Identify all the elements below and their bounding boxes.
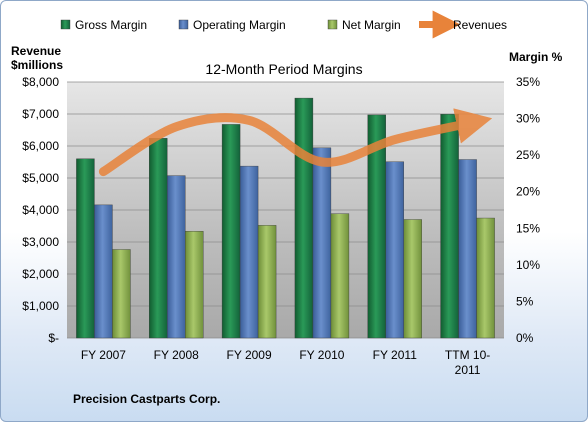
legend-swatch [327, 19, 338, 30]
left-axis-title-line2: $millions [11, 58, 63, 72]
left-tick-label: $7,000 [22, 107, 59, 121]
right-tick-label: 20% [516, 185, 540, 199]
bar-net-margin [257, 225, 277, 339]
bar-gross-margin [440, 113, 459, 339]
revenue-line [98, 108, 493, 177]
left-tick-label: $1,000 [22, 299, 59, 313]
right-tick-label: 15% [516, 221, 540, 235]
bar-gross-margin [76, 158, 95, 339]
legend: Gross Margin Operating Margin Net Margin Re… [60, 10, 507, 39]
x-tick-label: FY 2010 [299, 348, 344, 362]
left-axis-title-line1: Revenue [11, 44, 61, 58]
right-axis-ticks: 0% 5% 10% 15% 20% 25% 30% 35% [516, 75, 540, 345]
bar-net-margin [185, 231, 204, 339]
right-axis-title: Margin % [509, 50, 563, 64]
bar-net-margin [112, 249, 131, 339]
right-tick-label: 10% [516, 258, 540, 272]
x-tick-label: 2011 [455, 363, 481, 377]
right-tick-label: 5% [516, 294, 534, 308]
bar-gross-margin [294, 97, 314, 339]
legend-label: Net Margin [342, 18, 401, 32]
left-tick-label: $6,000 [22, 139, 59, 153]
legend-label: Operating Margin [193, 18, 286, 32]
left-tick-label: $3,000 [22, 235, 59, 249]
right-tick-label: 25% [516, 148, 540, 162]
bar-net-margin [330, 213, 350, 339]
bar-operating-margin [239, 165, 259, 339]
left-axis-ticks: $- $1,000 $2,000 $3,000 $4,000 $5,000 $6,000 $7… [22, 75, 59, 345]
x-tick-label: TTM 10- [445, 348, 490, 362]
legend-label: Revenues [453, 18, 507, 32]
legend-swatch [178, 19, 189, 30]
bar-operating-margin [94, 204, 113, 339]
bar-net-margin [403, 219, 422, 339]
left-tick-label: $2,000 [22, 267, 59, 281]
gridlines [67, 81, 504, 339]
x-tick-label: FY 2007 [81, 348, 126, 362]
right-tick-label: 30% [516, 112, 540, 126]
chart-title: 12-Month Period Margins [205, 61, 362, 77]
right-tick-label: 35% [516, 75, 540, 89]
bar-operating-margin [312, 147, 332, 339]
bar-operating-margin [385, 161, 404, 339]
legend-swatch [60, 19, 71, 30]
bar-operating-margin [458, 159, 477, 339]
left-tick-label: $8,000 [22, 75, 59, 89]
legend-label: Gross Margin [75, 18, 147, 32]
bar-gross-margin [221, 124, 241, 339]
bar-operating-margin [167, 175, 186, 339]
revenue-line-layer [98, 108, 493, 177]
x-tick-label: FY 2011 [373, 348, 418, 362]
bar-gross-margin [149, 138, 168, 339]
left-tick-label: $4,000 [22, 203, 59, 217]
bar-net-margin [476, 217, 495, 339]
right-tick-label: 0% [516, 331, 534, 345]
left-tick-label: $- [48, 331, 59, 345]
x-tick-label: FY 2008 [154, 348, 199, 362]
x-tick-label: FY 2009 [227, 348, 272, 362]
bars-layer [76, 97, 495, 339]
company-name: Precision Castparts Corp. [73, 392, 220, 406]
x-axis-ticks: FY 2007 FY 2008 FY 2009 FY 2010 FY 2011 TTM 1… [81, 348, 490, 377]
left-tick-label: $5,000 [22, 171, 59, 185]
